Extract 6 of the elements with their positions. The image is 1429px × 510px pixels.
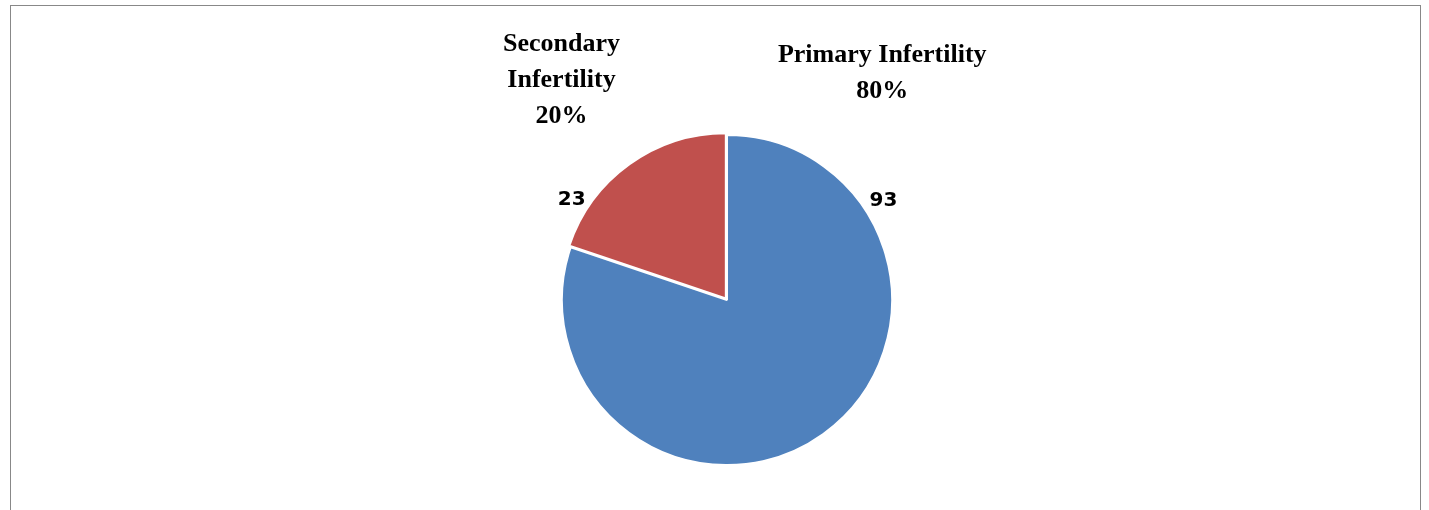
data-label: 23 (557, 185, 586, 210)
slice-label: Primary Infertility (777, 38, 987, 68)
data-label: 93 (869, 187, 898, 212)
slice-label: Secondary Infertility (502, 28, 620, 94)
text: 20% (535, 100, 588, 130)
text: 80% (856, 74, 909, 104)
